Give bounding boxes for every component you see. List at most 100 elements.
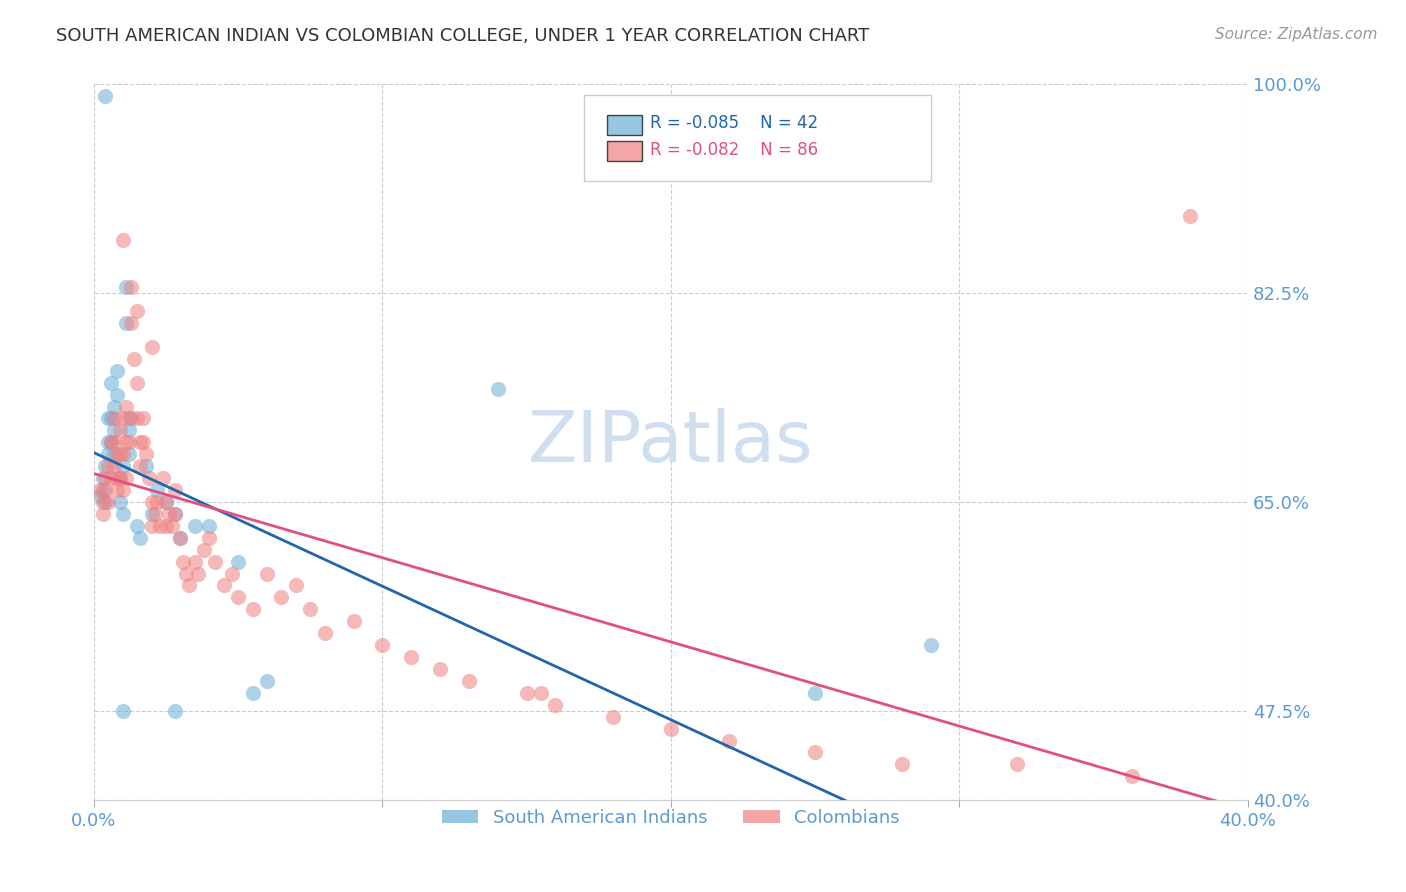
Point: [163, 507, 186, 521]
Point: [138, 471, 160, 485]
Point: [120, 280, 142, 294]
FancyBboxPatch shape: [607, 141, 643, 161]
Point: [103, 459, 125, 474]
Point: [198, 531, 221, 545]
Point: [124, 351, 146, 366]
Point: [804, 686, 827, 700]
Point: [890, 757, 912, 772]
Point: [108, 471, 131, 485]
Point: [132, 435, 155, 450]
Point: [429, 662, 451, 676]
Point: [174, 566, 197, 581]
Point: [111, 704, 134, 718]
Point: [105, 364, 128, 378]
FancyBboxPatch shape: [585, 95, 931, 181]
Point: [602, 709, 624, 723]
Point: [160, 519, 183, 533]
Point: [284, 578, 307, 592]
Point: [143, 507, 166, 521]
Point: [127, 376, 149, 390]
Point: [1178, 209, 1201, 223]
Point: [89, 483, 111, 497]
Point: [100, 411, 122, 425]
Point: [120, 316, 142, 330]
Point: [117, 447, 139, 461]
Point: [108, 495, 131, 509]
Point: [184, 555, 207, 569]
Point: [103, 411, 125, 425]
Point: [169, 531, 191, 545]
Point: [114, 471, 136, 485]
Point: [141, 340, 163, 354]
Point: [399, 650, 422, 665]
Point: [117, 411, 139, 425]
Point: [193, 542, 215, 557]
Point: [1005, 757, 1028, 772]
Point: [132, 411, 155, 425]
Point: [114, 435, 136, 450]
Text: ZIPatlas: ZIPatlas: [529, 408, 814, 477]
Point: [97, 447, 120, 461]
Point: [108, 424, 131, 438]
FancyBboxPatch shape: [607, 114, 643, 135]
Point: [111, 459, 134, 474]
Point: [146, 483, 169, 497]
Point: [103, 400, 125, 414]
Point: [94, 471, 117, 485]
Point: [114, 400, 136, 414]
Point: [242, 686, 264, 700]
Point: [342, 614, 364, 628]
Point: [659, 722, 682, 736]
Point: [97, 495, 120, 509]
Point: [163, 507, 186, 521]
Point: [221, 566, 243, 581]
Point: [135, 459, 157, 474]
Point: [120, 411, 142, 425]
Point: [804, 746, 827, 760]
Point: [920, 638, 942, 652]
Point: [94, 459, 117, 474]
Point: [105, 471, 128, 485]
Point: [97, 411, 120, 425]
Point: [91, 483, 114, 497]
Point: [530, 686, 553, 700]
Point: [172, 555, 194, 569]
Point: [97, 459, 120, 474]
Point: [226, 555, 249, 569]
Point: [314, 626, 336, 640]
Point: [169, 531, 191, 545]
Point: [163, 704, 186, 718]
Point: [141, 519, 163, 533]
Point: [91, 495, 114, 509]
Point: [149, 519, 172, 533]
Text: R = -0.082    N = 86: R = -0.082 N = 86: [650, 141, 818, 159]
Point: [184, 519, 207, 533]
Point: [105, 447, 128, 461]
Point: [187, 566, 209, 581]
Point: [114, 280, 136, 294]
Point: [103, 447, 125, 461]
Text: SOUTH AMERICAN INDIAN VS COLOMBIAN COLLEGE, UNDER 1 YEAR CORRELATION CHART: SOUTH AMERICAN INDIAN VS COLOMBIAN COLLE…: [56, 27, 869, 45]
Point: [127, 411, 149, 425]
Point: [94, 89, 117, 103]
Point: [111, 483, 134, 497]
Point: [108, 447, 131, 461]
Point: [163, 483, 186, 497]
Point: [226, 591, 249, 605]
Point: [111, 447, 134, 461]
Point: [111, 507, 134, 521]
Point: [256, 673, 278, 688]
Point: [198, 519, 221, 533]
Point: [117, 435, 139, 450]
Point: [717, 733, 740, 747]
Legend: South American Indians, Colombians: South American Indians, Colombians: [434, 802, 907, 834]
Point: [129, 531, 152, 545]
Point: [100, 376, 122, 390]
Point: [157, 507, 180, 521]
Point: [544, 698, 567, 712]
Point: [100, 471, 122, 485]
Point: [97, 435, 120, 450]
Point: [141, 495, 163, 509]
Point: [127, 519, 149, 533]
Point: [152, 471, 174, 485]
